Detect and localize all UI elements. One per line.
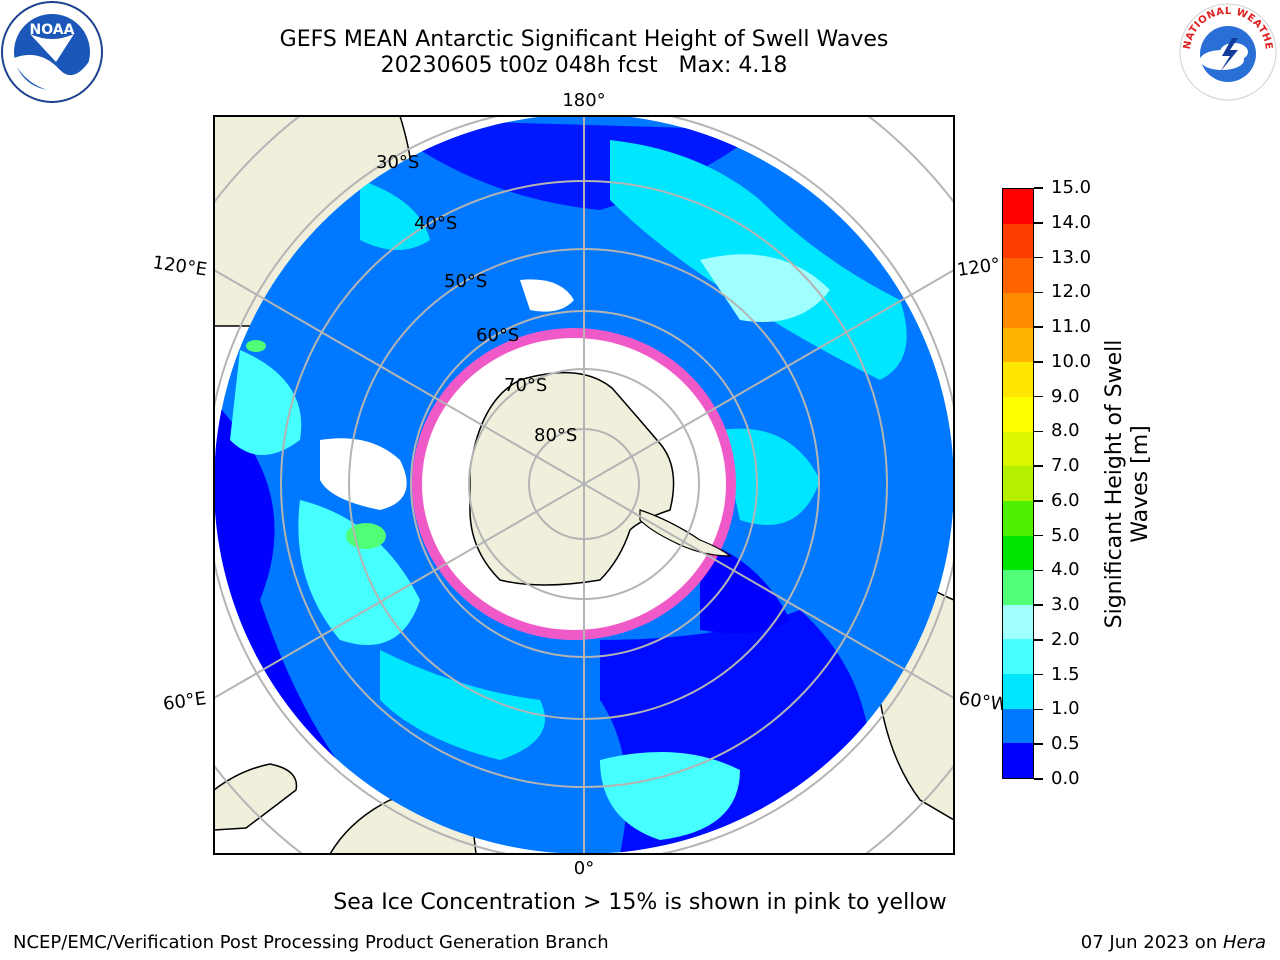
lat-label-30s: 30°S: [376, 152, 419, 173]
colorbar-tick: [1034, 326, 1043, 328]
lat-label-40s: 40°S: [414, 213, 457, 234]
colorbar-tick: [1034, 778, 1043, 780]
colorbar-tick-label: 5.0: [1051, 524, 1080, 546]
colorbar-tick: [1034, 291, 1043, 294]
colorbar-tick-label: 0.0: [1051, 768, 1080, 789]
lon-label-upper-right: 120°: [956, 254, 1002, 281]
noaa-logo-icon: NOAA: [1, 1, 103, 103]
meridian-lines: [214, 116, 954, 854]
colorbar-tick: [1034, 569, 1043, 572]
antarctica-land: [469, 371, 675, 586]
colorbar-title-line-2: Waves [m]: [1128, 425, 1153, 543]
colorbar-tick-label: 0.5: [1051, 733, 1080, 755]
lon-label-lower-left: 60°E: [162, 688, 208, 715]
colorbar-segment: [1003, 223, 1033, 259]
colorbar-segment: [1003, 362, 1033, 397]
colorbar-tick-label: 4.0: [1051, 559, 1080, 581]
colorbar-tick-label: 2.0: [1051, 628, 1080, 650]
colorbar-tick-label: 11.0: [1051, 316, 1092, 338]
colorbar-segment: [1003, 535, 1033, 571]
colorbar-tick-label: 13.0: [1051, 246, 1092, 268]
colorbar-segment: [1003, 604, 1033, 640]
colorbar-tick-label: 1.5: [1051, 663, 1080, 685]
map-frame: [213, 115, 955, 855]
lat-label-60s: 60°S: [476, 325, 519, 346]
colorbar-tick: [1034, 465, 1043, 467]
colorbar-tick: [1034, 256, 1043, 259]
colorbar-tick: [1034, 395, 1043, 398]
colorbar-tick: [1034, 430, 1043, 433]
colorbar-tick-label: 1.0: [1051, 698, 1080, 720]
colorbar-tick-label: 10.0: [1051, 350, 1092, 372]
colorbar-segment: [1003, 674, 1033, 709]
noaa-logo-text: NOAA: [30, 22, 75, 38]
colorbar-segment: [1003, 639, 1033, 675]
colorbar-segment: [1003, 258, 1033, 294]
footer-credit: NCEP/EMC/Verification Post Processing Pr…: [13, 932, 609, 953]
lat-label-70s: 70°S: [504, 375, 547, 396]
colorbar-title: Significant Height of Swell Waves [m]: [1102, 340, 1154, 629]
colorbar-tick-label: 6.0: [1051, 489, 1080, 511]
colorbar-tick: [1034, 222, 1043, 224]
colorbar-tick: [1034, 639, 1043, 641]
colorbar-tick-label: 15.0: [1051, 177, 1092, 198]
colorbar-tick: [1034, 604, 1043, 606]
colorbar-tick-label: 3.0: [1051, 594, 1080, 616]
colorbar-tick: [1034, 534, 1043, 537]
colorbar-segment: [1003, 327, 1033, 363]
colorbar-segment: [1003, 293, 1033, 328]
colorbar-segment: [1003, 396, 1033, 432]
colorbar-tick: [1034, 743, 1043, 745]
colorbar-segment: [1003, 708, 1033, 744]
colorbar-segment: [1003, 743, 1033, 778]
footer-date-text: 07 Jun 2023 on: [1080, 932, 1223, 953]
colorbar-tick: [1034, 187, 1043, 189]
chart-title: GEFS MEAN Antarctic Significant Height o…: [279, 27, 889, 52]
colorbar-segment: [1003, 189, 1033, 224]
colorbar-tick-label: 14.0: [1051, 211, 1092, 233]
footer-host: Hera: [1222, 932, 1266, 953]
lon-label-bottom: 0°: [574, 858, 594, 879]
colorbar-tick: [1034, 673, 1043, 676]
chart-subtitle: 20230605 t00z 048h fcst Max: 4.18: [380, 53, 788, 78]
colorbar-tick-label: 12.0: [1051, 281, 1092, 303]
colorbar-tick-label: 9.0: [1051, 385, 1080, 407]
antarctic-peninsula-land: [639, 509, 732, 557]
colorbar-segment: [1003, 570, 1033, 605]
sea-ice-note: Sea Ice Concentration > 15% is shown in …: [333, 890, 947, 915]
colorbar-title-line-1: Significant Height of Swell: [1102, 339, 1127, 629]
colorbar-segment: [1003, 431, 1033, 467]
lat-label-80s: 80°S: [534, 425, 577, 446]
colorbar-tick: [1034, 500, 1043, 502]
colorbar-tick: [1034, 708, 1043, 711]
colorbar-segment: [1003, 500, 1033, 536]
colorbar-tick-label: 7.0: [1051, 455, 1080, 477]
colorbar-tick-label: 8.0: [1051, 420, 1080, 442]
colorbar: [1002, 188, 1034, 779]
colorbar-tick: [1034, 361, 1043, 363]
lon-label-top: 180°: [562, 90, 605, 111]
footer-date: 07 Jun 2023 on Hera: [1081, 932, 1266, 953]
lat-label-50s: 50°S: [444, 271, 487, 292]
nws-logo-icon: NATIONAL WEATHER SERVICE: [1176, 0, 1277, 101]
colorbar-segment: [1003, 466, 1033, 501]
lon-label-upper-left: 120°E: [151, 252, 208, 280]
